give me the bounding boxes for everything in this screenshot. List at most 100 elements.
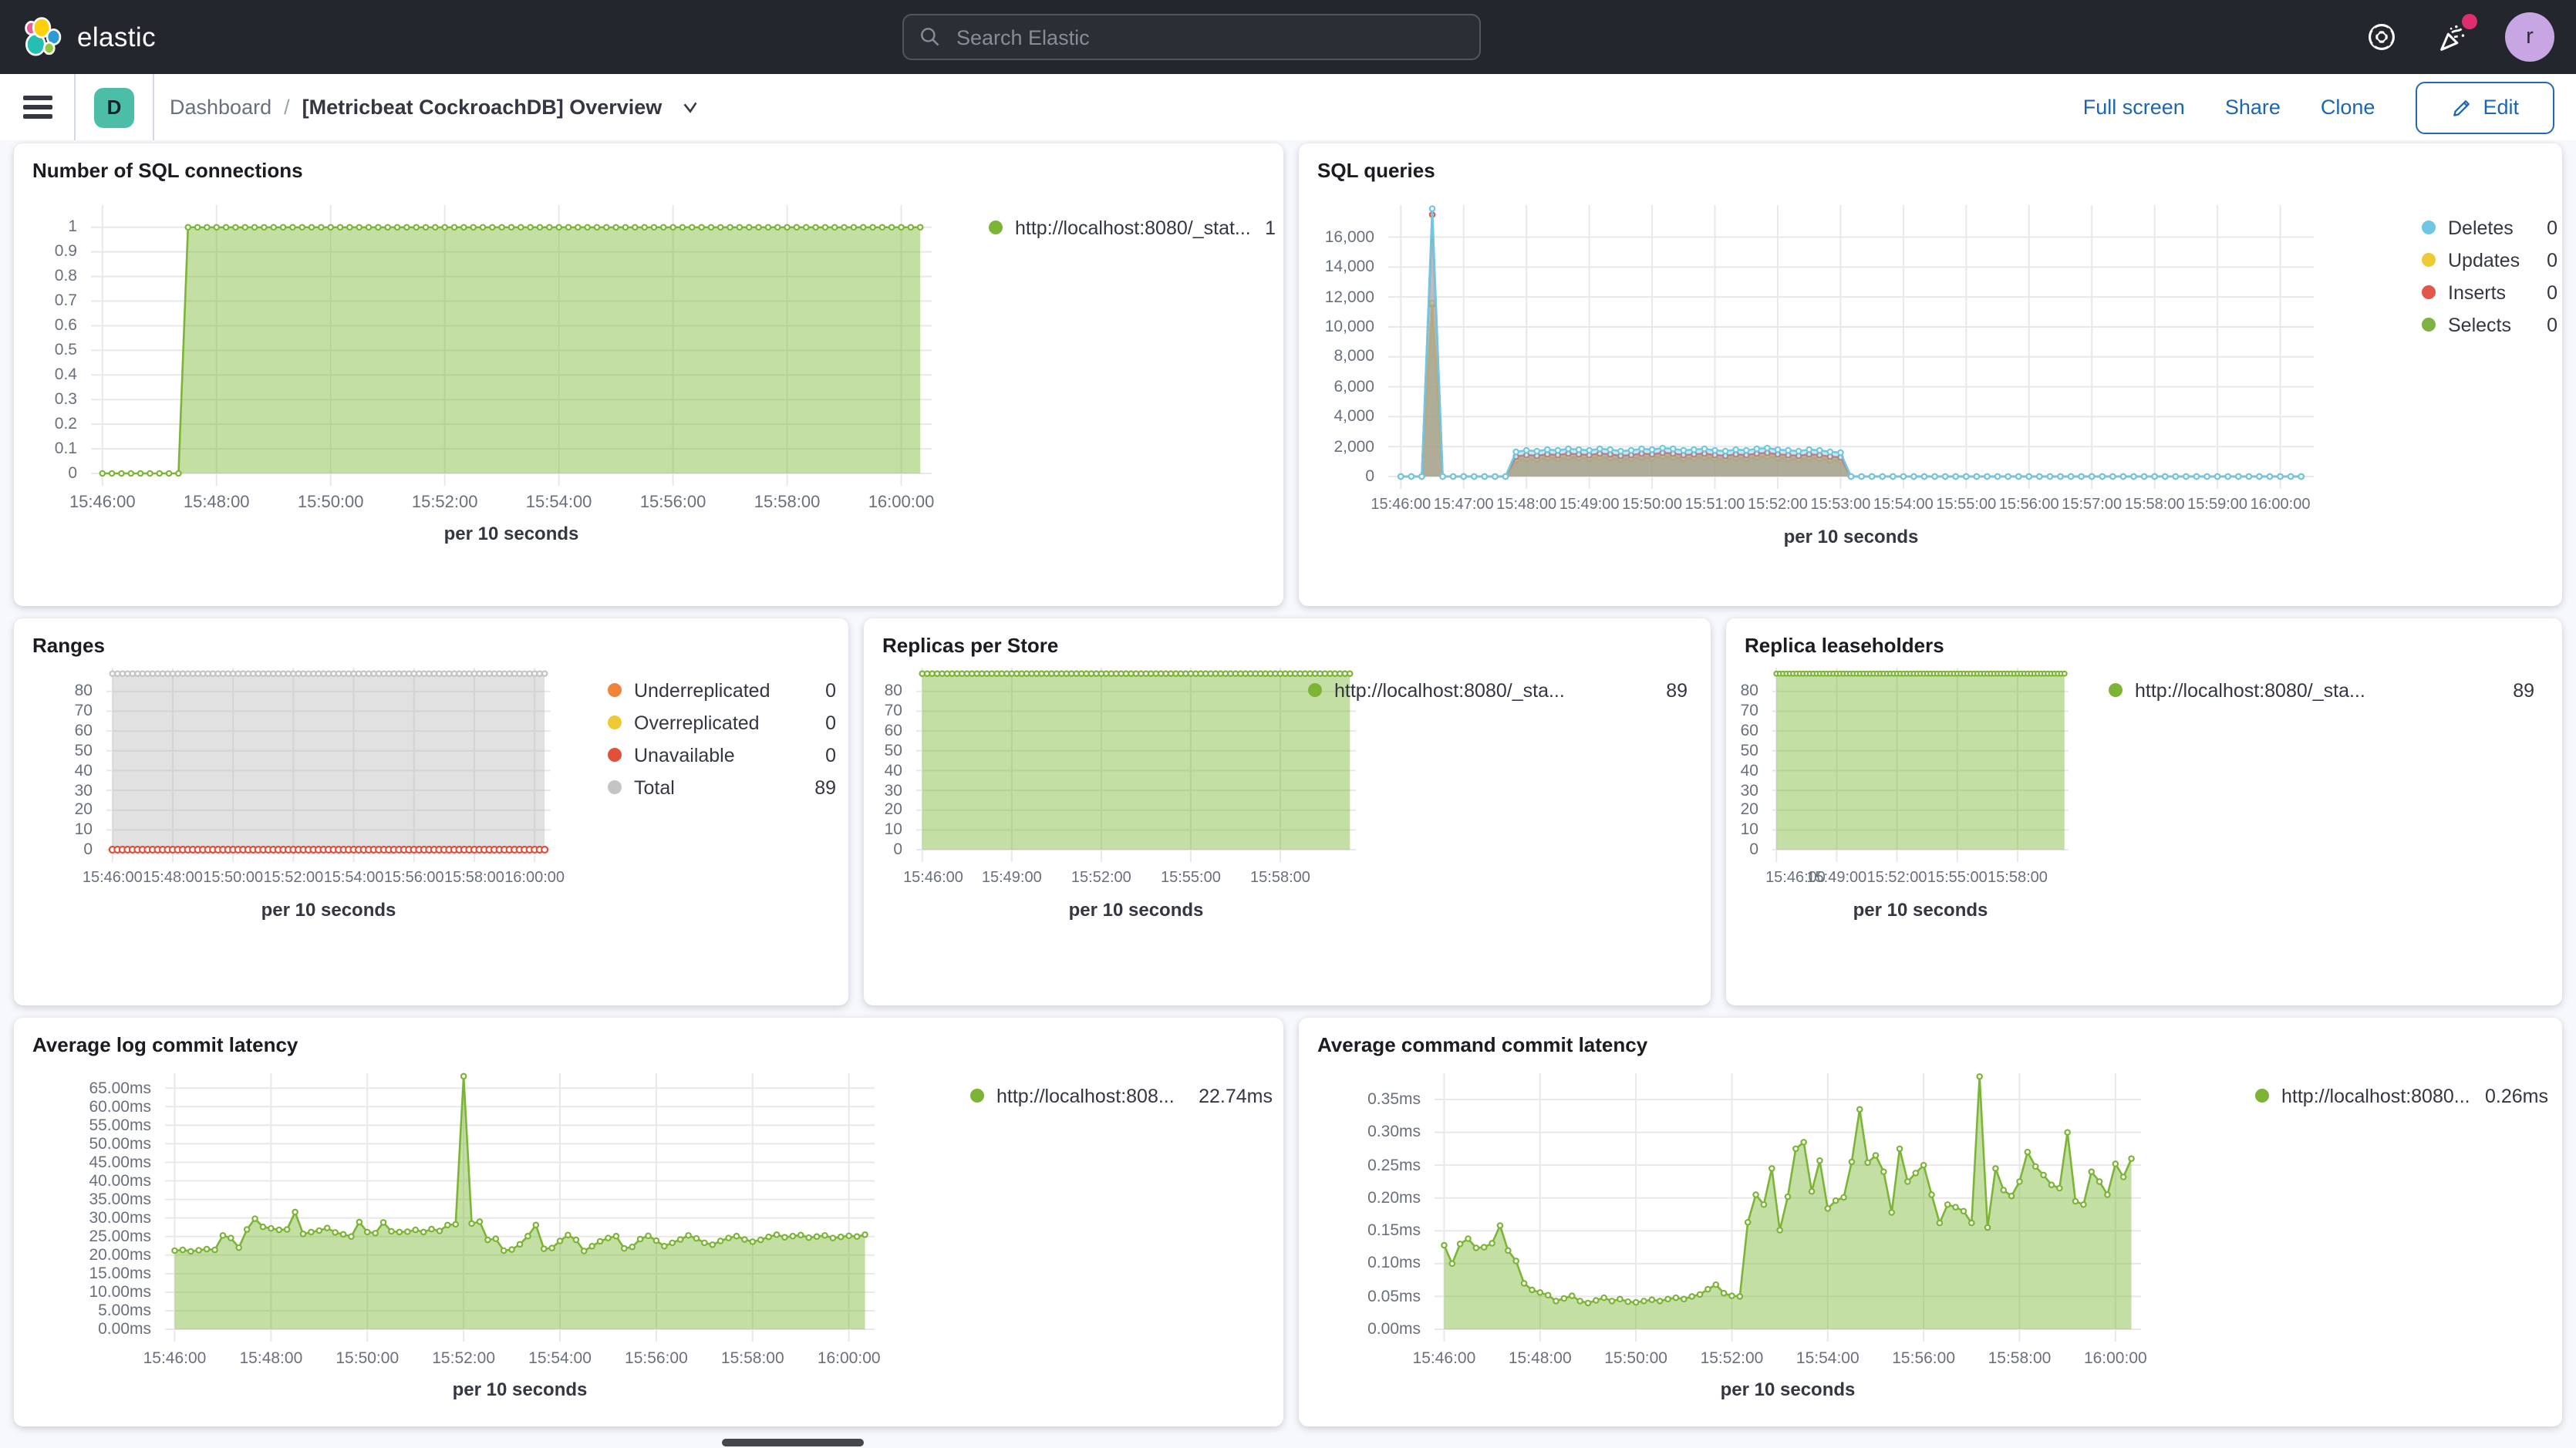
y-axis-label: 0: [83, 840, 93, 859]
legend-dot-icon: [2109, 683, 2123, 697]
news-button[interactable]: [2434, 14, 2477, 56]
legend-label: http://localhost:8080/_sta...: [2135, 679, 2365, 701]
y-axis-label: 0.9: [54, 242, 77, 261]
x-axis-label: 15:56:00: [625, 1349, 688, 1368]
legend-value: 89: [814, 776, 836, 798]
pencil-icon: [2453, 99, 2470, 116]
share-button[interactable]: Share: [2224, 96, 2281, 119]
global-search[interactable]: [902, 14, 1481, 60]
y-axis-label: 80: [884, 682, 902, 701]
x-axis-label: 15:54:00: [525, 493, 592, 512]
x-axis-label: 15:56:00: [1892, 1349, 1955, 1368]
chevron-down-icon[interactable]: [680, 97, 700, 117]
legend-item[interactable]: Deletes 0: [2422, 211, 2557, 244]
x-axis-label: 15:54:00: [528, 1349, 592, 1368]
chart-legend: http://localhost:8080/_sta... 89: [1308, 674, 1688, 706]
horizontal-scrollbar-thumb[interactable]: [722, 1439, 864, 1446]
search-input[interactable]: [953, 24, 1464, 50]
y-axis-label: 0: [68, 464, 77, 483]
x-axis-label: 15:55:00: [1160, 870, 1221, 887]
y-axis-label: 1: [68, 217, 77, 237]
y-axis-label: 70: [1740, 702, 1758, 721]
x-axis-label: 15:52:00: [1071, 870, 1131, 887]
y-axis-label: 30: [74, 781, 93, 800]
x-axis-label: 15:48:00: [143, 870, 203, 887]
chart-plot[interactable]: [916, 668, 1356, 864]
y-axis-label: 30: [884, 781, 902, 800]
legend-item[interactable]: Inserts 0: [2422, 276, 2557, 308]
x-axis-label: 15:46:00: [1765, 870, 1826, 887]
chart-plot[interactable]: [1772, 668, 2069, 864]
x-axis-title: per 10 seconds: [443, 523, 579, 544]
y-axis-label: 60: [74, 722, 93, 741]
legend-item[interactable]: Updates 0: [2422, 244, 2557, 276]
legend-value: 89: [1666, 679, 1688, 701]
y-axis-label: 0.00ms: [98, 1320, 151, 1339]
clone-button[interactable]: Clone: [2320, 96, 2375, 119]
y-axis-label: 0.00ms: [1367, 1320, 1421, 1339]
brand[interactable]: elastic: [22, 16, 156, 58]
legend-item[interactable]: http://localhost:808... 22.74ms: [970, 1079, 1273, 1112]
x-axis-label: 15:48:00: [183, 493, 250, 512]
legend-item[interactable]: http://localhost:8080/_sta... 89: [1308, 674, 1688, 706]
legend-value: 1: [1265, 217, 1276, 238]
legend-label: Inserts: [2448, 281, 2507, 303]
chart-plot[interactable]: [165, 1073, 875, 1343]
legend-dot-icon: [1308, 683, 1322, 697]
legend-item[interactable]: Selects 0: [2422, 308, 2557, 341]
user-avatar[interactable]: r: [2505, 12, 2554, 62]
breadcrumb-dashboard[interactable]: Dashboard: [170, 96, 272, 119]
panel-title: Replica leaseholders: [1745, 634, 1944, 657]
dashboard-toolbar: D Dashboard / [Metricbeat CockroachDB] O…: [0, 74, 2576, 142]
legend-dot-icon: [608, 716, 622, 729]
legend-item[interactable]: Overreplicated 0: [608, 706, 836, 739]
y-axis-label: 50: [884, 741, 902, 760]
x-axis-label: 15:50:00: [335, 1349, 400, 1368]
y-axis-label: 50.00ms: [89, 1134, 151, 1153]
x-axis-label: 16:00:00: [868, 493, 935, 512]
full-screen-button[interactable]: Full screen: [2082, 96, 2185, 119]
chart-plot[interactable]: [106, 668, 551, 864]
legend-dot-icon: [2422, 318, 2436, 332]
avatar-initial: r: [2526, 25, 2534, 49]
edit-button[interactable]: Edit: [2415, 81, 2554, 133]
brand-wordmark: elastic: [77, 21, 157, 52]
y-axis-label: 20: [884, 800, 902, 820]
chart-plot[interactable]: [1388, 205, 2314, 490]
y-axis-label: 0.20ms: [1367, 1188, 1421, 1207]
legend-label: Overreplicated: [634, 712, 760, 733]
legend-item[interactable]: Unavailable 0: [608, 739, 836, 771]
global-header: elastic: [0, 0, 2576, 74]
legend-label: http://localhost:8080...: [2281, 1085, 2470, 1106]
y-axis-label: 70: [74, 702, 93, 721]
x-axis-title: per 10 seconds: [261, 899, 396, 921]
y-axis-label: 15.00ms: [89, 1264, 151, 1283]
x-axis-title: per 10 seconds: [452, 1379, 588, 1400]
legend-item[interactable]: http://localhost:8080... 0.26ms: [2255, 1079, 2548, 1112]
divider: [153, 74, 154, 140]
help-button[interactable]: [2363, 19, 2400, 56]
y-axis-label: 10: [74, 820, 93, 840]
y-axis-label: 20: [74, 800, 93, 820]
legend-value: 0: [2547, 217, 2557, 238]
x-axis-label: 15:55:00: [1936, 497, 1997, 514]
legend-item[interactable]: Total 89: [608, 771, 836, 803]
legend-dot-icon: [2422, 285, 2436, 299]
legend-item[interactable]: http://localhost:8080/_stat... 1: [989, 211, 1276, 244]
legend-value: 0: [825, 744, 836, 766]
legend-value: 0: [2547, 281, 2557, 303]
panel-sql-queries: SQL queries 0 2,000 4,000 6,000 8,000 10,000 12…: [1299, 143, 2562, 606]
chart-plot[interactable]: [91, 205, 932, 487]
legend-item[interactable]: Underreplicated 0: [608, 674, 836, 706]
y-axis-label: 40.00ms: [89, 1171, 151, 1190]
chart-plot[interactable]: [1435, 1073, 2141, 1343]
menu-button[interactable]: [23, 96, 52, 119]
legend-label: Updates: [2448, 249, 2520, 271]
page-title[interactable]: [Metricbeat CockroachDB] Overview: [302, 96, 663, 119]
y-axis-label: 40: [884, 761, 902, 780]
legend-item[interactable]: http://localhost:8080/_sta... 89: [2109, 674, 2534, 706]
space-badge[interactable]: D: [94, 87, 134, 127]
y-axis-label: 80: [1740, 682, 1758, 701]
y-axis-label: 35.00ms: [89, 1190, 151, 1209]
